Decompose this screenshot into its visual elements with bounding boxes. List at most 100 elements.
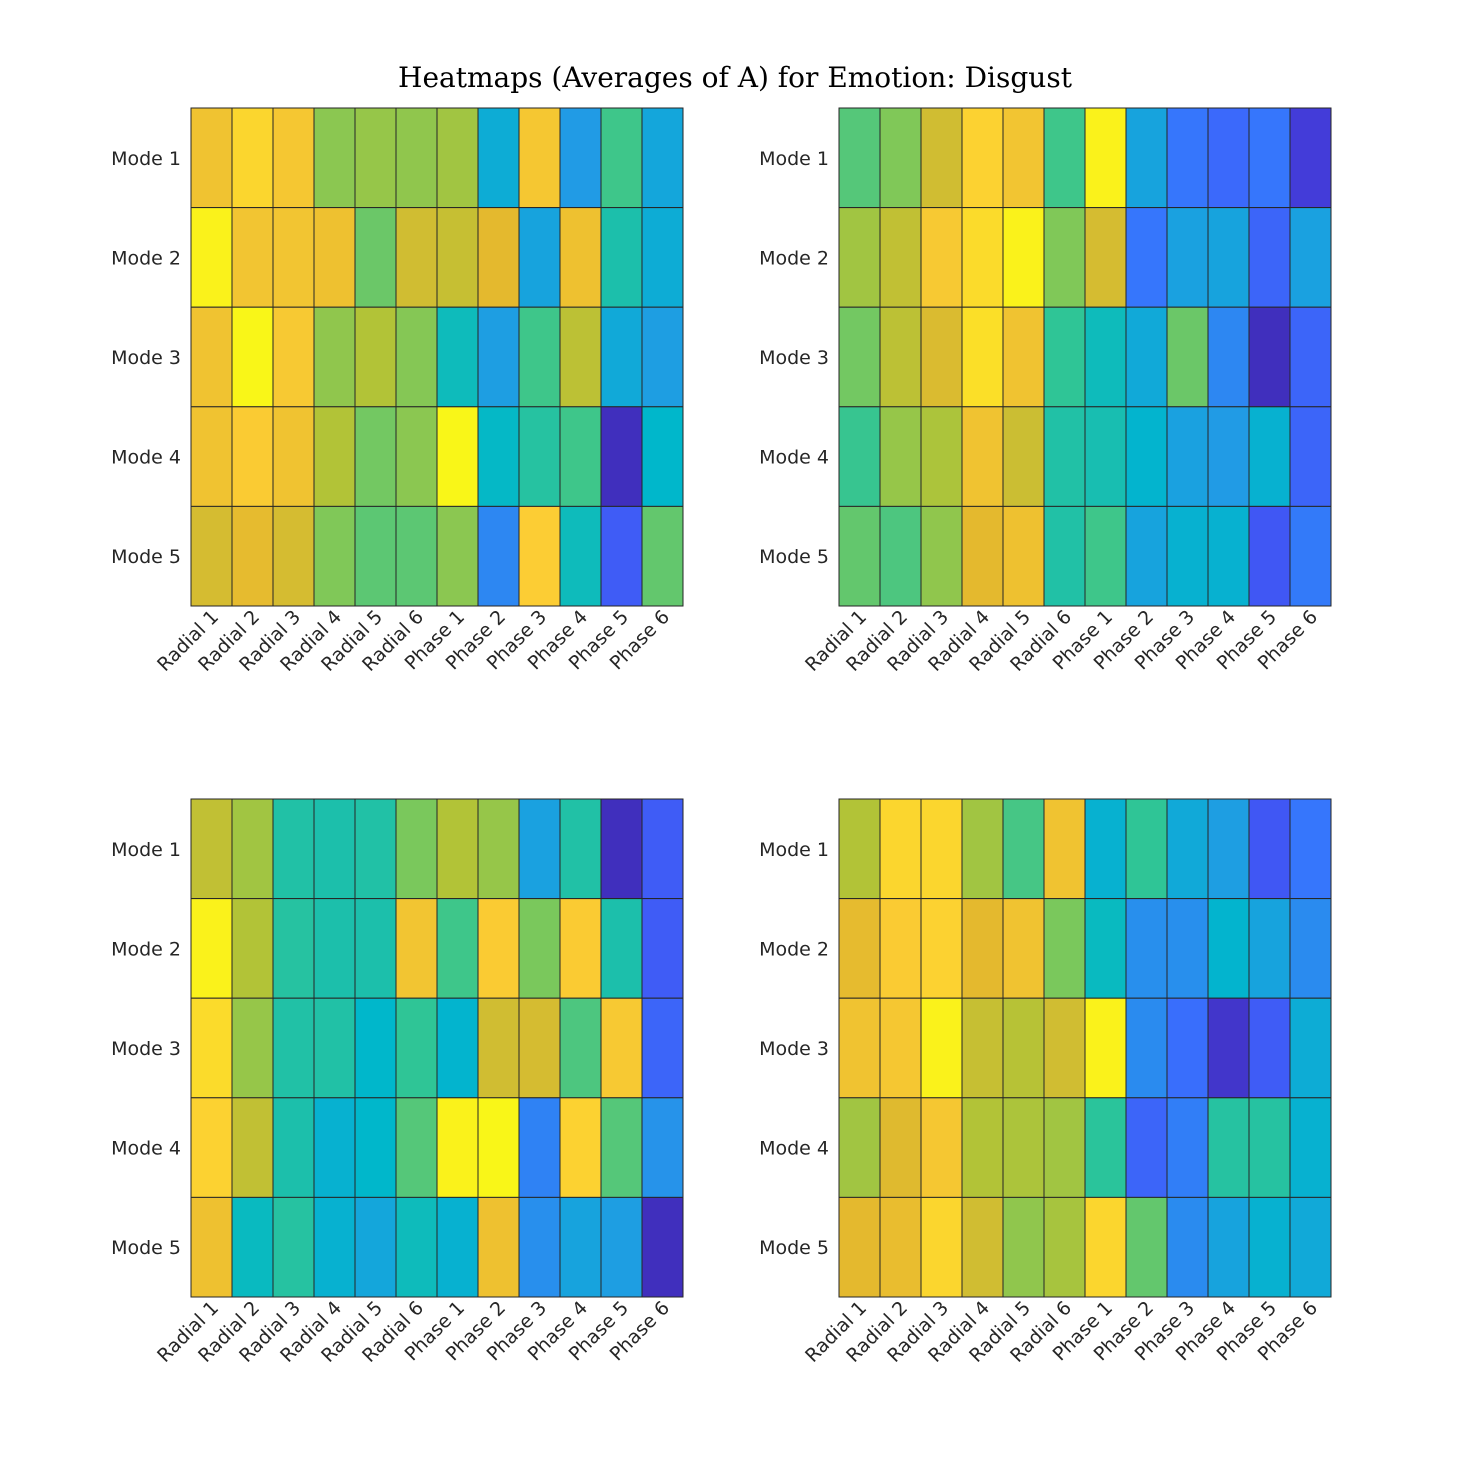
heatmap-cell <box>1084 1196 1127 1298</box>
axes-frame <box>190 107 684 607</box>
heatmap-cell <box>1125 207 1168 308</box>
heatmap-cell <box>1125 406 1168 507</box>
heatmap-cell <box>1002 798 1045 900</box>
heatmap-cell <box>1207 505 1250 607</box>
heatmap-cell <box>313 107 356 209</box>
heatmap-cell <box>600 406 643 507</box>
heatmap-cell <box>1002 505 1045 607</box>
heatmap-cell <box>600 207 643 308</box>
heatmap-cell <box>231 406 274 507</box>
heatmap-cell <box>641 1196 684 1298</box>
heatmap-cell <box>559 306 602 408</box>
heatmap-cell <box>313 798 356 900</box>
heatmap-cell <box>838 1196 881 1298</box>
heatmap-cell <box>190 1196 233 1298</box>
heatmap-cell <box>879 798 922 900</box>
heatmap-cell <box>1084 997 1127 1099</box>
heatmap-cell <box>518 997 561 1099</box>
heatmap-cell <box>879 207 922 308</box>
y-tick-label: Mode 5 <box>759 546 829 568</box>
heatmap-cell <box>272 207 315 308</box>
heatmap-cell <box>1043 406 1086 507</box>
heatmap-cell <box>1002 997 1045 1099</box>
heatmap-cell <box>641 798 684 900</box>
heatmap-cell <box>1289 107 1332 209</box>
heatmap-cell <box>1289 1097 1332 1198</box>
heatmap-cell <box>313 406 356 507</box>
heatmap-cell <box>641 898 684 999</box>
heatmap-cell <box>1043 306 1086 408</box>
heatmap-cell <box>600 898 643 999</box>
heatmap-cell <box>1248 505 1291 607</box>
heatmap-cell <box>1207 406 1250 507</box>
heatmap-cell <box>477 406 520 507</box>
heatmap-cell <box>961 997 1004 1099</box>
heatmap-cell <box>838 997 881 1099</box>
heatmap-cell <box>1166 107 1209 209</box>
heatmap-cell <box>1289 306 1332 408</box>
heatmap-cell <box>641 207 684 308</box>
heatmap-cell <box>600 306 643 408</box>
heatmap-cell <box>600 798 643 900</box>
heatmap-cell <box>477 505 520 607</box>
heatmap-cell <box>879 997 922 1099</box>
heatmap-cell <box>838 107 881 209</box>
heatmap-cell <box>1289 505 1332 607</box>
heatmap-cell <box>838 1097 881 1198</box>
heatmap-cell <box>1207 898 1250 999</box>
heatmap-cell <box>190 505 233 607</box>
heatmap-cell <box>1125 997 1168 1099</box>
heatmap-cell <box>1207 997 1250 1099</box>
heatmap-cell <box>395 898 438 999</box>
heatmap-cell <box>395 997 438 1099</box>
heatmap-cell <box>190 798 233 900</box>
heatmap-cell <box>1084 505 1127 607</box>
heatmap-cell <box>920 1196 963 1298</box>
heatmap-cell <box>395 1196 438 1298</box>
heatmap-cell <box>313 1196 356 1298</box>
heatmap-cell <box>518 898 561 999</box>
heatmap-cell <box>1248 306 1291 408</box>
heatmap-cell <box>231 997 274 1099</box>
y-tick-label: Mode 4 <box>111 447 181 469</box>
heatmap-cell <box>1207 207 1250 308</box>
heatmap-cell <box>354 997 397 1099</box>
heatmap-cell <box>559 798 602 900</box>
y-tick-label: Mode 3 <box>111 347 181 369</box>
y-tick-label: Mode 1 <box>111 148 181 170</box>
heatmap-cell <box>518 207 561 308</box>
heatmap-cell <box>920 1097 963 1198</box>
heatmap-cell <box>395 306 438 408</box>
heatmap-cell <box>190 898 233 999</box>
heatmap-cell <box>879 898 922 999</box>
heatmap-cell <box>559 898 602 999</box>
heatmap-cell <box>477 306 520 408</box>
heatmap-cell <box>879 1196 922 1298</box>
heatmap-cell <box>920 406 963 507</box>
heatmap-cell <box>272 1196 315 1298</box>
heatmap-cell <box>1043 997 1086 1099</box>
heatmap-cell <box>559 997 602 1099</box>
heatmap-cell <box>879 107 922 209</box>
heatmap-cell <box>436 505 479 607</box>
heatmap-cell <box>518 505 561 607</box>
heatmap-cell <box>272 997 315 1099</box>
heatmap-cell <box>641 1097 684 1198</box>
heatmap-cell <box>1084 306 1127 408</box>
y-tick-label: Mode 1 <box>759 839 829 861</box>
heatmap-cell <box>436 898 479 999</box>
heatmap-cell <box>641 406 684 507</box>
heatmap-cell <box>1289 406 1332 507</box>
heatmap-cell <box>231 505 274 607</box>
heatmap-cell <box>559 1097 602 1198</box>
heatmap-cell <box>477 898 520 999</box>
heatmap-cell <box>272 505 315 607</box>
heatmap-cell <box>518 306 561 408</box>
heatmap-cell <box>1166 406 1209 507</box>
heatmap-cell <box>395 798 438 900</box>
heatmap-cell <box>436 207 479 308</box>
heatmap-cell <box>1125 898 1168 999</box>
heatmap-cell <box>600 505 643 607</box>
